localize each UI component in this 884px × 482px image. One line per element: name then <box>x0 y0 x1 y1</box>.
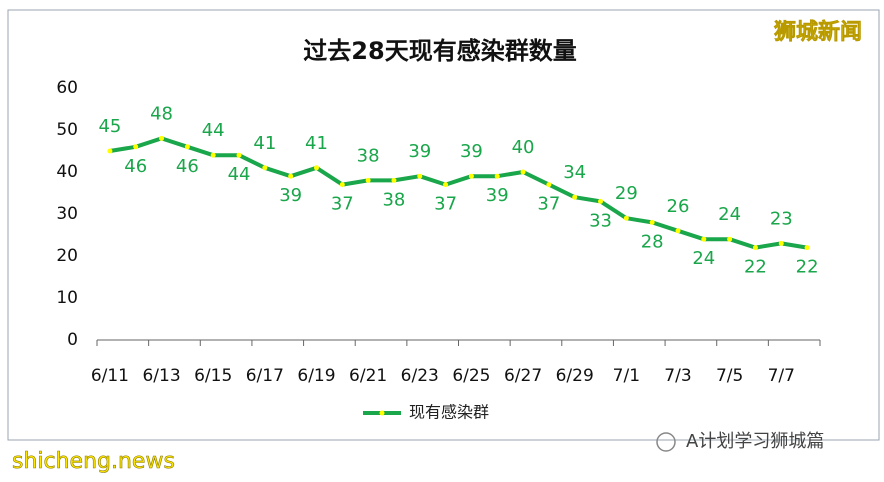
marker <box>184 144 190 150</box>
legend-label: 现有感染群 <box>409 403 489 422</box>
x-tick-label: 6/19 <box>297 366 335 386</box>
marker <box>391 177 397 183</box>
y-tick-label: 20 <box>56 246 78 266</box>
marker <box>159 135 165 141</box>
data-label: 48 <box>150 103 173 124</box>
data-label: 24 <box>692 248 715 269</box>
x-tick-label: 6/25 <box>452 366 490 386</box>
data-label: 44 <box>228 164 251 185</box>
marker <box>546 182 552 188</box>
marker <box>727 236 733 242</box>
y-tick-label: 10 <box>56 288 78 308</box>
y-tick-label: 30 <box>56 204 78 224</box>
marker <box>339 182 345 188</box>
x-tick-label: 7/1 <box>613 366 640 386</box>
data-label: 38 <box>382 189 405 210</box>
data-label: 46 <box>176 156 199 177</box>
x-tick-label: 6/11 <box>91 366 129 386</box>
x-tick-label: 6/15 <box>194 366 232 386</box>
marker <box>236 152 242 158</box>
data-label: 44 <box>202 120 225 141</box>
data-label: 39 <box>279 185 302 206</box>
data-label: 24 <box>718 204 741 225</box>
data-label: 39 <box>486 185 509 206</box>
data-label: 39 <box>460 141 483 162</box>
x-tick-label: 7/7 <box>768 366 795 386</box>
data-label: 22 <box>744 257 767 278</box>
x-tick-label: 7/3 <box>664 366 691 386</box>
data-label: 28 <box>641 231 664 252</box>
y-tick-label: 40 <box>56 162 78 182</box>
data-label: 45 <box>98 116 121 137</box>
marker <box>313 165 319 171</box>
data-label: 23 <box>770 208 793 229</box>
watermark: 狮城新闻 <box>774 19 862 45</box>
data-label: 34 <box>563 162 586 183</box>
marker <box>210 152 216 158</box>
line <box>109 136 808 250</box>
x-tick-label: 6/17 <box>246 366 284 386</box>
legend-marker <box>379 410 385 416</box>
data-label: 46 <box>124 156 147 177</box>
marker <box>417 173 423 179</box>
data-label: 37 <box>537 194 560 215</box>
data-label: 33 <box>589 210 612 231</box>
marker <box>520 169 526 175</box>
y-tick-label: 0 <box>67 330 78 350</box>
chart-frame <box>7 9 880 441</box>
marker <box>649 219 655 225</box>
data-label: 37 <box>331 194 354 215</box>
x-tick-label: 6/23 <box>401 366 439 386</box>
y-tick-label: 60 <box>56 78 78 98</box>
marker <box>468 173 474 179</box>
marker <box>623 215 629 221</box>
marker <box>365 177 371 183</box>
x-tick-label: 6/13 <box>142 366 180 386</box>
marker <box>778 240 784 246</box>
data-label: 40 <box>512 137 535 158</box>
x-tick-label: 7/5 <box>716 366 743 386</box>
marker <box>701 236 707 242</box>
data-label: 29 <box>615 183 638 204</box>
x-tick-label: 6/27 <box>504 366 542 386</box>
marker <box>572 194 578 200</box>
x-tick-label: 6/29 <box>556 366 594 386</box>
watermark: A计划学习狮城篇 <box>686 431 824 452</box>
data-label: 22 <box>796 257 819 278</box>
marker <box>107 148 113 154</box>
data-label: 39 <box>408 141 431 162</box>
chart-title: 过去28天现有感染群数量 <box>303 37 576 65</box>
marker <box>494 173 500 179</box>
marker <box>133 144 139 150</box>
marker <box>675 228 681 234</box>
data-label: 41 <box>253 133 276 154</box>
data-label: 41 <box>305 133 328 154</box>
marker <box>443 182 449 188</box>
marker <box>262 165 268 171</box>
x-tick-label: 6/21 <box>349 366 387 386</box>
marker <box>752 245 758 251</box>
y-tick-label: 50 <box>56 120 78 140</box>
data-label: 26 <box>667 196 690 217</box>
wechat-icon <box>656 432 676 452</box>
watermark: shicheng.news <box>12 449 175 474</box>
marker <box>598 198 604 204</box>
marker <box>804 245 810 251</box>
data-label: 37 <box>434 194 457 215</box>
marker <box>288 173 294 179</box>
data-label: 38 <box>357 145 380 166</box>
